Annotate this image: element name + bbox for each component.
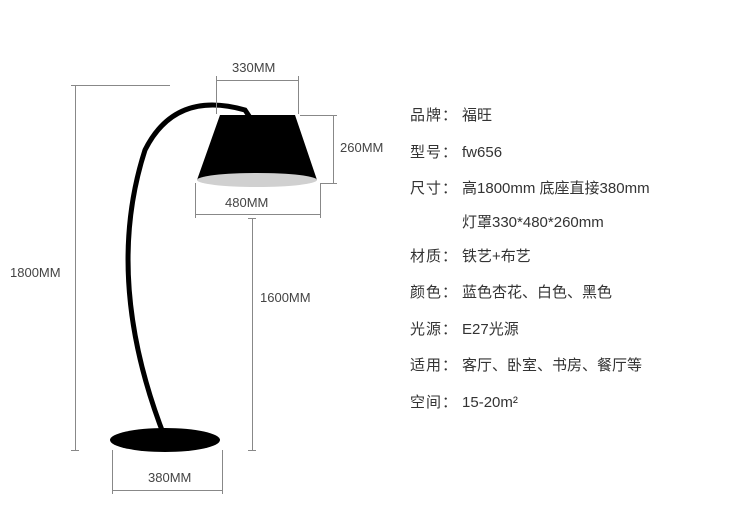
- spec-row: 材质：铁艺+布艺: [410, 246, 730, 269]
- dim-base-width: 380MM: [148, 470, 191, 485]
- spec-value: 铁艺+布艺: [462, 246, 531, 269]
- dim-top-width: 330MM: [232, 60, 275, 75]
- spec-value: 15-20m²: [462, 392, 518, 415]
- spec-label: 材质：: [410, 246, 458, 269]
- spec-value: 高1800mm 底座直接380mm: [462, 178, 650, 201]
- spec-value: E27光源: [462, 319, 519, 342]
- dim-arc-height: 1600MM: [260, 290, 311, 305]
- spec-row: 型号：fw656: [410, 142, 730, 165]
- spec-row: 适用：客厅、卧室、书房、餐厅等: [410, 355, 730, 378]
- lamp-illustration: [85, 80, 345, 460]
- spec-label: 空间：: [410, 392, 458, 415]
- spec-value: 客厅、卧室、书房、餐厅等: [462, 355, 642, 378]
- spec-row: 空间：15-20m²: [410, 392, 730, 415]
- spec-value: fw656: [462, 142, 502, 165]
- dim-total-height: 1800MM: [10, 265, 61, 280]
- spec-label: 光源：: [410, 319, 458, 342]
- spec-value: 蓝色杏花、白色、黑色: [462, 282, 612, 305]
- spec-label: 尺寸：: [410, 178, 458, 201]
- spec-row: 颜色：蓝色杏花、白色、黑色: [410, 282, 730, 305]
- spec-label: 品牌：: [410, 105, 458, 128]
- spec-label: 适用：: [410, 355, 458, 378]
- spec-label: 颜色：: [410, 282, 458, 305]
- spec-row: 尺寸：高1800mm 底座直接380mm: [410, 178, 730, 201]
- spec-row: 品牌：福旺: [410, 105, 730, 128]
- specs-panel: 品牌：福旺型号：fw656尺寸：高1800mm 底座直接380mm灯罩330*4…: [390, 0, 750, 526]
- lamp-diagram: 330MM 260MM 480MM 1800MM 1600MM: [0, 0, 390, 526]
- spec-row: 光源：E27光源: [410, 319, 730, 342]
- spec-value: 福旺: [462, 105, 492, 128]
- dim-shade-height: 260MM: [340, 140, 383, 155]
- spec-value-line2: 灯罩330*480*260mm: [462, 211, 730, 232]
- dim-shade-bottom: 480MM: [225, 195, 268, 210]
- spec-label: 型号：: [410, 142, 458, 165]
